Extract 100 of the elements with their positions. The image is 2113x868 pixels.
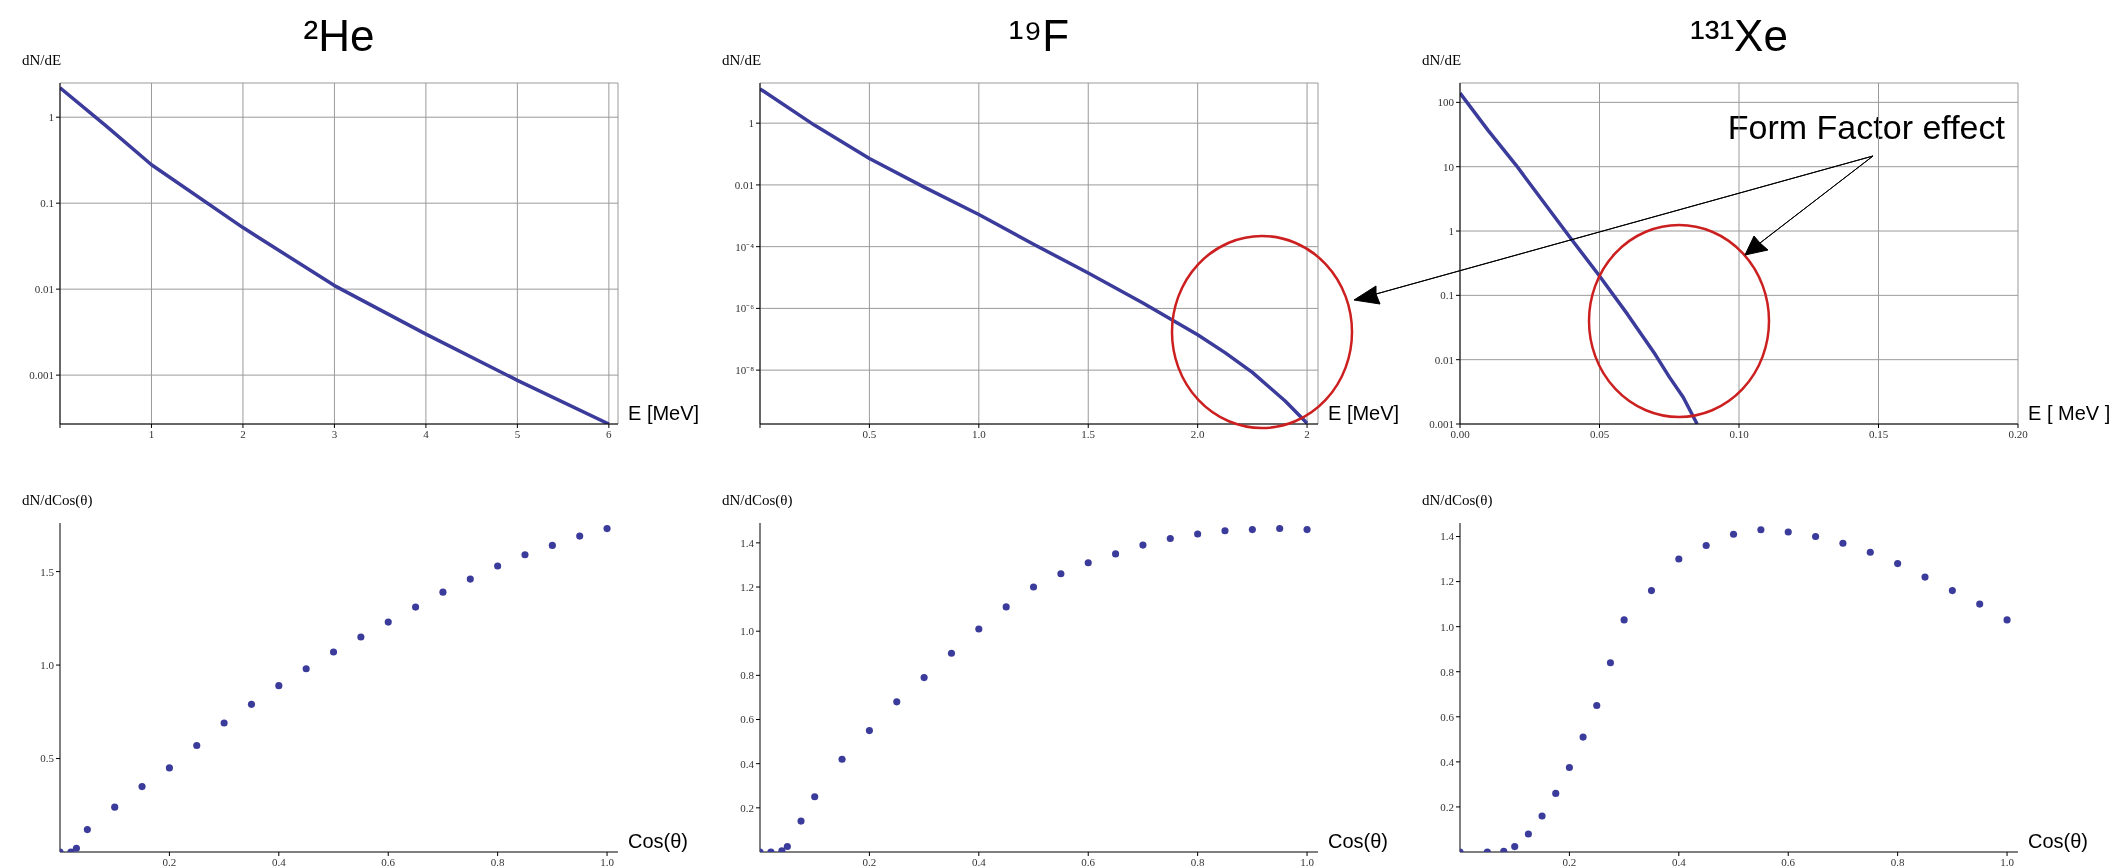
point: [1647, 587, 1656, 595]
y-tick-label: 0.4: [1440, 755, 1455, 768]
point: [1702, 541, 1710, 550]
y-tick-label: 1.0: [740, 625, 755, 638]
point: [1729, 530, 1738, 538]
x-tick-label: 0.2: [1562, 855, 1577, 868]
point: [1112, 550, 1120, 558]
y-tick-label: 10⁻⁴: [735, 240, 755, 253]
point: [412, 603, 420, 611]
x-tick-label: 0.4: [271, 855, 287, 868]
y-axis-title: dN/dCos(θ): [22, 492, 93, 509]
y-tick-label: 0.01: [1434, 353, 1454, 366]
chart-title: ¹³¹Xe: [1689, 10, 1789, 62]
point: [576, 532, 584, 540]
point: [466, 575, 474, 583]
point: [603, 525, 611, 533]
point: [1084, 559, 1092, 567]
x-tick-label: 1.0: [971, 427, 987, 440]
x-tick-label: 2: [240, 427, 246, 440]
y-tick-label: 0.2: [1440, 800, 1454, 813]
x-axis-title: E [MeV]: [1328, 402, 1400, 425]
point: [1757, 526, 1765, 534]
x-tick-label: 5: [514, 427, 521, 440]
y-tick-label: 0.8: [740, 669, 755, 682]
y-tick-label: 0.6: [1440, 710, 1455, 723]
point: [72, 844, 80, 852]
x-tick-label: 0.05: [1589, 427, 1610, 440]
y-tick-label: 0.1: [1440, 289, 1454, 302]
y-tick-label: 1.2: [1440, 575, 1454, 588]
point: [1276, 524, 1284, 533]
x-tick-label: 0.15: [1868, 427, 1889, 440]
annotation: Form Factor effect: [1727, 108, 2005, 147]
point: [83, 826, 91, 834]
x-tick-label: 1.0: [2000, 855, 2015, 868]
x-tick-label: 6: [606, 427, 613, 440]
x-axis-title: Cos(θ): [1328, 830, 1389, 853]
x-tick-label: 0.8: [1890, 855, 1906, 868]
point: [384, 618, 392, 626]
point: [811, 793, 819, 801]
point: [1620, 616, 1628, 624]
y-tick-label: 10: [1443, 160, 1455, 173]
x-tick-label: 0.5: [862, 427, 877, 440]
line-series: [1460, 91, 1699, 424]
x-tick-label: 1.5: [1081, 427, 1096, 440]
y-tick-label: 1.4: [740, 536, 755, 549]
x-tick-label: 0.4: [971, 855, 987, 868]
point: [1921, 573, 1929, 581]
y-tick-label: 1: [1448, 224, 1454, 237]
x-tick-label: 0.6: [1781, 855, 1796, 868]
point: [1976, 600, 1984, 608]
y-axis-title: dN/dE: [722, 52, 762, 69]
y-tick-label: 100: [1437, 96, 1455, 109]
point: [1029, 583, 1038, 591]
point: [1139, 541, 1147, 549]
x-tick-label: 0.2: [162, 855, 177, 868]
point: [1511, 843, 1519, 851]
chart-title: ²He: [302, 10, 376, 62]
point: [1839, 539, 1847, 547]
x-tick-label: 1: [148, 427, 155, 440]
x-axis-title: Cos(θ): [2028, 830, 2089, 853]
point: [2003, 616, 2011, 624]
point: [838, 755, 846, 763]
point: [920, 674, 928, 682]
point: [947, 649, 956, 657]
x-tick-label: 2.0: [1190, 427, 1206, 440]
x-tick-label: 0.2: [862, 855, 877, 868]
y-axis-title: dN/dCos(θ): [722, 492, 793, 509]
y-tick-label: 1.0: [40, 658, 55, 671]
point: [275, 682, 283, 690]
y-tick-label: 1.4: [1440, 530, 1455, 543]
y-tick-label: 0.001: [1429, 417, 1454, 430]
x-tick-label: 0.8: [490, 855, 506, 868]
point: [439, 588, 447, 596]
point: [1194, 530, 1202, 538]
point: [1894, 560, 1902, 568]
y-tick-label: 0.01: [734, 178, 754, 191]
point: [1565, 763, 1573, 772]
point: [548, 541, 556, 549]
y-tick-label: 0.01: [34, 283, 54, 296]
y-tick-label: 1.5: [40, 565, 55, 578]
y-tick-label: 0.001: [29, 369, 54, 382]
point: [165, 764, 173, 772]
point: [1524, 830, 1532, 838]
x-tick-label: 0.10: [1729, 427, 1750, 440]
point: [1221, 527, 1229, 535]
chart-title: ¹⁹F: [1007, 10, 1071, 62]
line-series: [760, 87, 1309, 424]
point: [357, 633, 365, 641]
point: [220, 719, 228, 727]
x-tick-label: 0.20: [2008, 427, 2029, 440]
point: [193, 741, 201, 750]
y-tick-label: 10⁻⁶: [735, 302, 755, 315]
x-tick-label: 1.0: [1300, 855, 1315, 868]
point: [1593, 701, 1601, 710]
point: [494, 562, 502, 570]
point: [302, 665, 310, 673]
x-tick-label: 0.00: [1450, 427, 1471, 440]
point: [1812, 532, 1820, 541]
point: [975, 625, 983, 633]
point: [1784, 528, 1792, 536]
